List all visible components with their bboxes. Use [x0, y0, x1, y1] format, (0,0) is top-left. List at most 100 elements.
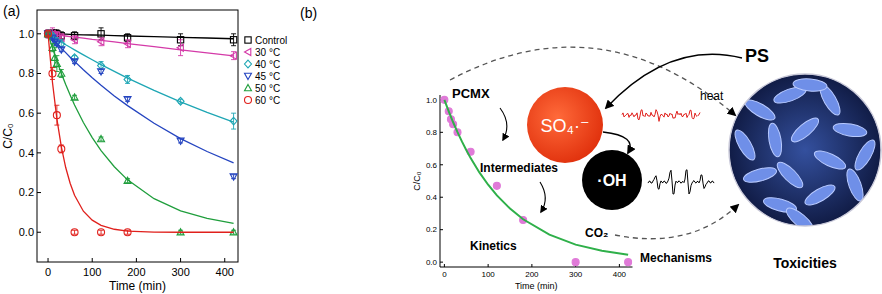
y-tick-label: 0.2: [19, 186, 34, 198]
fit-line: [48, 34, 234, 224]
sulfate-radical-circle: [527, 87, 603, 163]
data-point: [124, 96, 131, 102]
legend-marker: [245, 85, 252, 91]
data-point: [98, 31, 104, 37]
bacterium: [766, 122, 784, 158]
y-tick-label: 0.8: [426, 128, 438, 137]
label-heat: heat: [700, 89, 724, 103]
bacterium: [844, 167, 867, 203]
x-tick: [488, 264, 489, 267]
legend-label: 60 °C: [255, 95, 280, 106]
epr-spectrum: [622, 110, 700, 122]
label-mechanisms: Mechanisms: [640, 251, 712, 265]
label-intermediates: Intermediates: [480, 161, 558, 175]
bacterium: [731, 127, 758, 162]
label-title: (b): [300, 5, 317, 21]
bacterium: [742, 165, 778, 185]
legend-marker: [245, 49, 251, 56]
label-sulfate_radical: SO₄·⁻: [541, 116, 590, 136]
data-point: [71, 59, 78, 65]
x-tick: [136, 258, 137, 262]
x-tick: [48, 258, 49, 262]
radical-arrow: [603, 132, 630, 153]
error-bar: [59, 70, 64, 78]
data-point: [49, 70, 56, 77]
y-tick-label: 1.0: [426, 96, 438, 105]
x-tick-label: 400: [613, 270, 627, 279]
x-tick: [224, 258, 225, 262]
legend-label: Control: [255, 35, 287, 46]
data-point: [45, 31, 51, 37]
x-tick-label: 100: [83, 266, 101, 278]
dashed-connector: [615, 205, 738, 239]
bacteria-background: [729, 74, 881, 226]
legend-marker: [245, 97, 252, 104]
legend-label: 50 °C: [255, 83, 280, 94]
series-line: [444, 100, 628, 255]
y-tick: [37, 113, 41, 114]
chart-0: 0.00.20.40.60.81.00100200300400Time (min…: [1, 3, 287, 293]
data-point: [230, 117, 237, 125]
data-point: [53, 112, 60, 119]
legend-marker: [245, 37, 251, 43]
y-tick: [440, 229, 443, 230]
label-toxicities: Toxicities: [773, 255, 837, 271]
x-axis-line: [440, 267, 633, 268]
data-point: [572, 259, 579, 266]
label-kinetics: Kinetics: [470, 239, 517, 253]
y-tick-label: 0.6: [426, 161, 438, 170]
bacterium: [774, 159, 807, 192]
error-bar: [99, 38, 104, 46]
step-arrow: [540, 182, 545, 212]
data-point: [124, 76, 131, 84]
y-tick-label: 0.8: [19, 67, 34, 79]
data-point: [58, 70, 65, 76]
y-tick: [37, 73, 41, 74]
y-tick: [440, 164, 443, 165]
fit-line: [48, 34, 234, 56]
x-tick-label: 100: [481, 270, 495, 279]
data-point: [98, 135, 105, 141]
data-point: [71, 36, 77, 43]
error-bar: [54, 105, 59, 125]
activation-arrow: [606, 54, 742, 108]
x-tick: [92, 258, 93, 262]
y-tick-label: 0.0: [19, 226, 34, 238]
data-point: [230, 52, 236, 59]
error-bar: [231, 34, 236, 46]
data-point: [177, 138, 184, 144]
bacterium: [851, 137, 878, 172]
error-bar: [46, 32, 51, 36]
error-bar: [50, 68, 55, 80]
legend-label: 45 °C: [255, 71, 280, 82]
error-bar: [72, 230, 77, 234]
y-tick: [37, 33, 41, 34]
x-tick-label: 200: [525, 270, 539, 279]
data-point: [625, 259, 632, 266]
fit-line: [48, 34, 234, 232]
x-tick: [619, 264, 620, 267]
data-point: [98, 38, 104, 45]
data-point: [98, 69, 105, 75]
data-point: [124, 229, 131, 236]
data-point: [230, 174, 237, 180]
label-hydroxyl_radical: ·OH: [597, 172, 626, 189]
data-point: [98, 229, 105, 236]
error-bar: [125, 40, 130, 48]
y-tick: [37, 232, 41, 233]
error-bar: [231, 52, 236, 60]
y-tick-label: 0.4: [19, 147, 34, 159]
label-ps: PS: [745, 46, 769, 66]
data-point: [230, 37, 236, 43]
error-bar: [72, 36, 77, 44]
x-tick-label: 300: [171, 266, 189, 278]
data-point: [124, 40, 130, 47]
x-tick-label: 0: [45, 266, 51, 278]
y-tick-label: 0.2: [426, 225, 438, 234]
step-arrow: [500, 108, 507, 140]
data-point: [71, 229, 78, 236]
x-tick: [531, 264, 532, 267]
y-tick-label: 1.0: [19, 28, 34, 40]
data-point: [58, 145, 65, 152]
error-bar: [125, 230, 130, 234]
